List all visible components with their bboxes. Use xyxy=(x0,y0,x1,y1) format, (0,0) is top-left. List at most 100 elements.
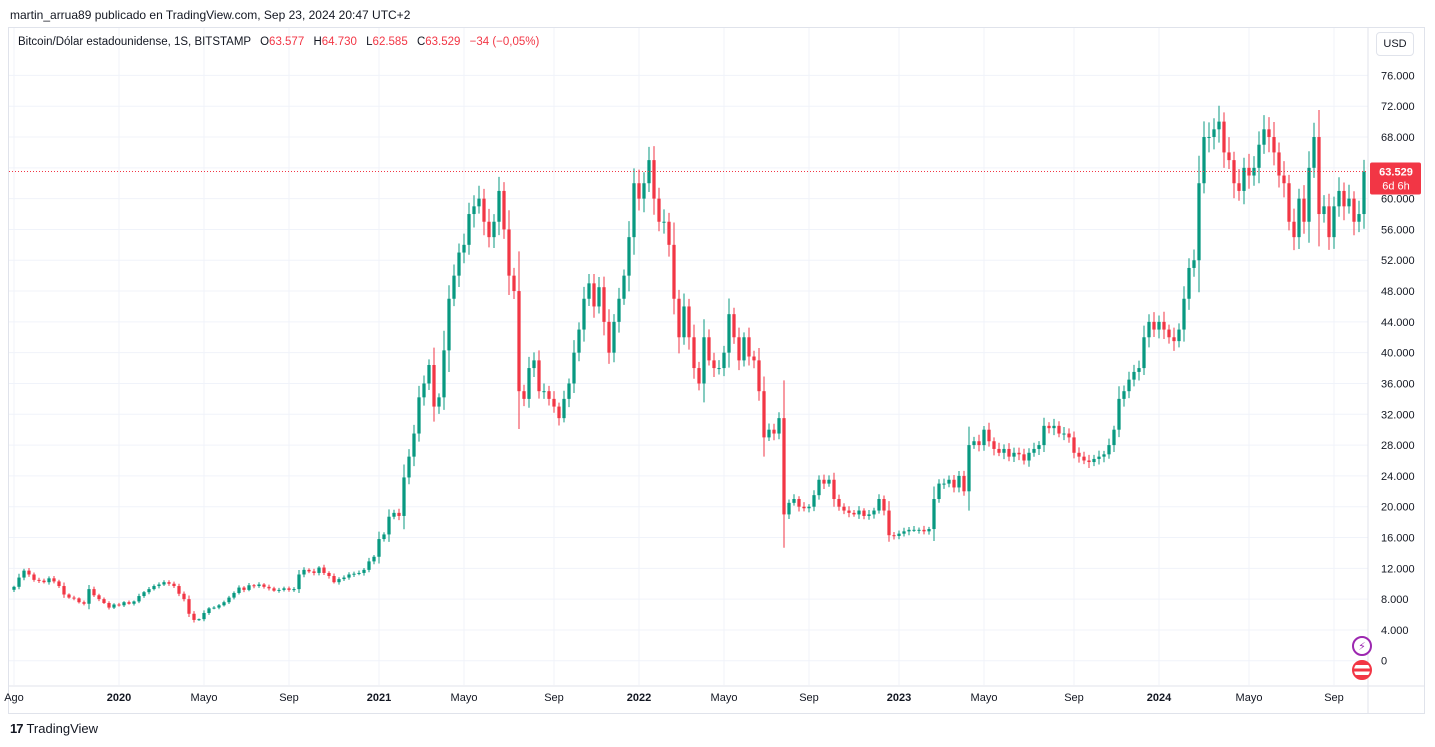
candle-body[interactable] xyxy=(117,604,121,606)
candle-body[interactable] xyxy=(12,586,16,590)
candle-body[interactable] xyxy=(587,283,591,299)
candle-body[interactable] xyxy=(652,160,656,199)
candle-body[interactable] xyxy=(952,479,956,488)
candle-body[interactable] xyxy=(917,529,921,531)
candle-body[interactable] xyxy=(577,329,581,353)
candle-body[interactable] xyxy=(332,576,336,583)
candle-body[interactable] xyxy=(927,529,931,532)
candle-body[interactable] xyxy=(832,479,836,500)
candle-body[interactable] xyxy=(1012,452,1016,457)
candle-body[interactable] xyxy=(787,502,791,515)
candle-body[interactable] xyxy=(632,183,636,238)
candle-body[interactable] xyxy=(797,499,801,507)
candle-body[interactable] xyxy=(907,529,911,532)
candle-body[interactable] xyxy=(627,237,631,276)
candle-body[interactable] xyxy=(297,574,301,590)
candle-body[interactable] xyxy=(37,579,41,581)
candle-body[interactable] xyxy=(1207,137,1211,139)
candle-body[interactable] xyxy=(22,570,26,578)
candle-body[interactable] xyxy=(1192,260,1196,268)
candle-body[interactable] xyxy=(352,573,356,575)
candle-body[interactable] xyxy=(542,391,546,393)
candle-body[interactable] xyxy=(957,475,961,488)
candle-body[interactable] xyxy=(257,584,261,587)
candle-body[interactable] xyxy=(1297,198,1301,238)
candle-body[interactable] xyxy=(1007,448,1011,457)
candle-body[interactable] xyxy=(502,190,506,230)
candle-body[interactable] xyxy=(62,586,66,595)
candle-body[interactable] xyxy=(1212,129,1216,138)
candle-body[interactable] xyxy=(1332,206,1336,238)
candle-body[interactable] xyxy=(247,585,251,590)
candle-body[interactable] xyxy=(1167,329,1171,338)
candle-body[interactable] xyxy=(217,605,221,608)
candle-body[interactable] xyxy=(157,584,161,587)
candle-body[interactable] xyxy=(982,429,986,446)
candle-body[interactable] xyxy=(947,479,951,484)
candle-body[interactable] xyxy=(557,406,561,419)
candle-body[interactable] xyxy=(1217,121,1221,130)
candle-body[interactable] xyxy=(347,574,351,578)
candle-body[interactable] xyxy=(447,298,451,351)
candle-body[interactable] xyxy=(842,506,846,511)
candle-body[interactable] xyxy=(792,499,796,503)
candle-body[interactable] xyxy=(932,499,936,530)
candle-body[interactable] xyxy=(437,397,441,407)
candle-body[interactable] xyxy=(397,512,401,516)
candle-body[interactable] xyxy=(757,360,761,392)
candle-body[interactable] xyxy=(387,516,391,535)
candle-body[interactable] xyxy=(722,352,726,369)
candle-body[interactable] xyxy=(262,584,266,587)
candle-body[interactable] xyxy=(1127,379,1131,392)
candle-body[interactable] xyxy=(977,441,981,446)
candle-body[interactable] xyxy=(52,578,56,582)
candle-body[interactable] xyxy=(232,592,236,598)
candle-body[interactable] xyxy=(692,337,696,369)
candle-body[interactable] xyxy=(202,612,206,620)
candle-body[interactable] xyxy=(662,221,666,223)
candle-body[interactable] xyxy=(807,506,811,509)
candle-body[interactable] xyxy=(1257,144,1261,168)
candle-body[interactable] xyxy=(97,595,101,600)
candle-body[interactable] xyxy=(1287,183,1291,222)
candle-body[interactable] xyxy=(292,589,296,591)
candle-body[interactable] xyxy=(1302,198,1306,222)
candle-body[interactable] xyxy=(1032,448,1036,453)
candle-body[interactable] xyxy=(317,567,321,573)
candle-body[interactable] xyxy=(707,337,711,361)
candle-body[interactable] xyxy=(1112,429,1116,446)
candle-body[interactable] xyxy=(1072,437,1076,453)
candle-body[interactable] xyxy=(902,531,906,534)
candle-body[interactable] xyxy=(1322,206,1326,215)
candle-body[interactable] xyxy=(1082,456,1086,461)
candle-body[interactable] xyxy=(442,350,446,398)
candle-body[interactable] xyxy=(477,198,481,207)
candle-body[interactable] xyxy=(457,252,461,276)
candle-body[interactable] xyxy=(1267,129,1271,138)
candle-body[interactable] xyxy=(417,397,421,434)
candle-body[interactable] xyxy=(1102,454,1106,457)
candle-body[interactable] xyxy=(1137,368,1141,372)
candle-body[interactable] xyxy=(942,483,946,485)
currency-button[interactable]: USD xyxy=(1376,32,1414,56)
candle-body[interactable] xyxy=(1352,198,1356,222)
candle-body[interactable] xyxy=(717,368,721,370)
candle-body[interactable] xyxy=(392,512,396,517)
candle-body[interactable] xyxy=(407,456,411,478)
candle-body[interactable] xyxy=(872,510,876,515)
candle-body[interactable] xyxy=(742,337,746,361)
candle-body[interactable] xyxy=(1092,458,1096,463)
candle-body[interactable] xyxy=(527,368,531,399)
candle-body[interactable] xyxy=(1067,433,1071,438)
candle-body[interactable] xyxy=(967,445,971,492)
candle-body[interactable] xyxy=(607,321,611,353)
candle-body[interactable] xyxy=(432,364,436,407)
candle-body[interactable] xyxy=(592,283,596,307)
candle-body[interactable] xyxy=(732,314,736,338)
candle-body[interactable] xyxy=(1157,321,1161,330)
candle-body[interactable] xyxy=(212,607,216,609)
candle-body[interactable] xyxy=(402,477,406,516)
candle-body[interactable] xyxy=(1142,337,1146,369)
candle-body[interactable] xyxy=(1037,445,1041,449)
candle-body[interactable] xyxy=(677,298,681,338)
